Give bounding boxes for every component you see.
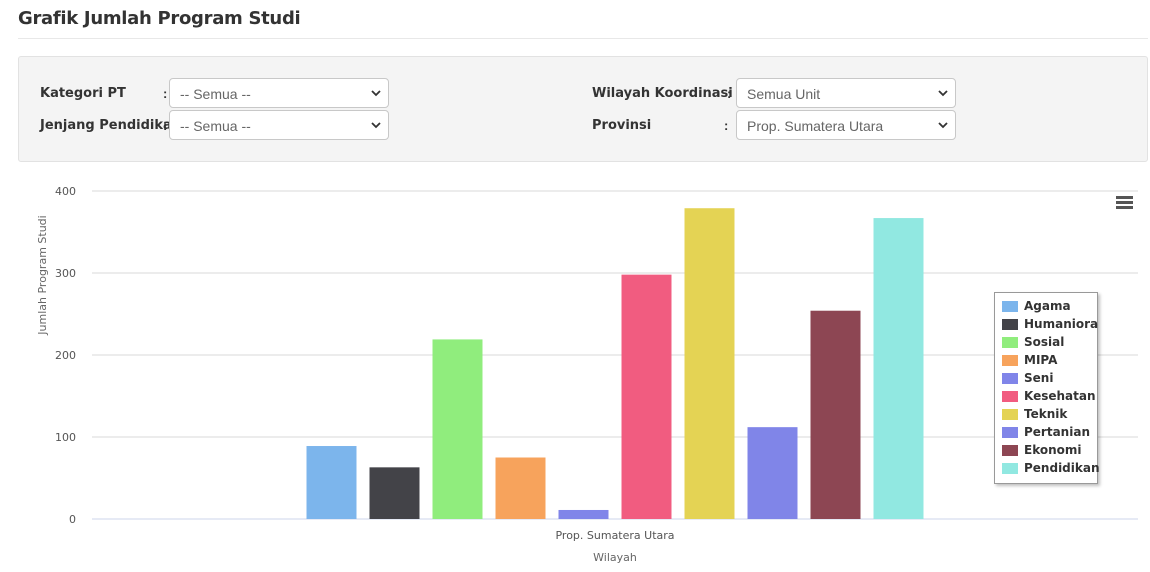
- legend-label: MIPA: [1024, 353, 1058, 367]
- bar-pendidikan[interactable]: [873, 218, 924, 519]
- provinsi-value: Prop. Sumatera Utara: [747, 118, 884, 134]
- chart-legend: Agama Humaniora Sosial MIPA Seni Kesehatan Tek…: [994, 292, 1100, 484]
- legend-item-teknik[interactable]: Teknik: [1002, 407, 1067, 421]
- legend-item-mipa[interactable]: MIPA: [1002, 353, 1057, 367]
- filter-panel: Kategori PT : -- Semua -- Jenjang Pendid…: [18, 56, 1148, 162]
- page-title: Grafik Jumlah Program Studi: [18, 8, 301, 29]
- legend-label: Seni: [1024, 371, 1054, 385]
- legend-item-kesehatan[interactable]: Kesehatan: [1002, 389, 1096, 403]
- legend-swatch: [1002, 318, 1018, 330]
- provinsi-label: Provinsi: [592, 118, 652, 133]
- legend-item-agama[interactable]: Agama: [1002, 299, 1071, 313]
- kategori-pt-select[interactable]: -- Semua --: [169, 78, 389, 108]
- legend-swatch: [1002, 390, 1018, 402]
- bar-teknik[interactable]: [684, 208, 735, 519]
- provinsi-colon: :: [724, 118, 729, 133]
- legend-label: Sosial: [1024, 335, 1065, 349]
- wilayah-koordinasi-select[interactable]: Semua Unit: [736, 78, 956, 108]
- legend-label: Pertanian: [1024, 425, 1090, 439]
- bar-kesehatan[interactable]: [621, 274, 672, 519]
- wilayah-koordinasi-value: Semua Unit: [747, 86, 821, 102]
- legend-item-sosial[interactable]: Sosial: [1002, 335, 1064, 349]
- kategori-pt-colon: :: [163, 86, 168, 101]
- legend-item-seni[interactable]: Seni: [1002, 371, 1053, 385]
- legend-item-ekonomi[interactable]: Ekonomi: [1002, 443, 1082, 457]
- legend-swatch: [1002, 426, 1018, 438]
- jenjang-colon: :: [163, 118, 168, 133]
- legend-swatch: [1002, 372, 1018, 384]
- bar-seni[interactable]: [558, 509, 609, 519]
- legend-label: Humaniora: [1024, 317, 1099, 331]
- legend-label: Agama: [1024, 299, 1071, 313]
- legend-swatch: [1002, 408, 1018, 420]
- y-tick-label: 100: [55, 431, 76, 444]
- legend-label: Ekonomi: [1024, 443, 1082, 457]
- y-tick-label: 0: [69, 513, 76, 526]
- wilayah-koordinasi-label: Wilayah Koordinasi: [592, 86, 733, 101]
- legend-swatch: [1002, 300, 1018, 312]
- chevron-down-icon: [938, 90, 948, 97]
- chart-menu-icon[interactable]: [1116, 196, 1136, 212]
- chevron-down-icon: [938, 122, 948, 129]
- legend-swatch: [1002, 444, 1018, 456]
- title-divider: [18, 38, 1148, 39]
- y-tick-label: 400: [55, 185, 76, 198]
- kategori-pt-value: -- Semua --: [180, 86, 251, 102]
- bar-chart: 0 100 200 300 400 Prop. Sumatera Utara Wilayah…: [0, 172, 1150, 572]
- y-tick-label: 200: [55, 349, 76, 362]
- legend-item-pendidikan[interactable]: Pendidikan: [1002, 461, 1100, 475]
- chevron-down-icon: [371, 122, 381, 129]
- jenjang-label: Jenjang Pendidikan: [40, 118, 182, 133]
- legend-label: Kesehatan: [1024, 389, 1096, 403]
- legend-swatch: [1002, 354, 1018, 366]
- legend-swatch: [1002, 462, 1018, 474]
- legend-swatch: [1002, 336, 1018, 348]
- y-axis-title: Jumlah Program Studi: [36, 215, 49, 335]
- bar-pertanian[interactable]: [747, 427, 798, 519]
- x-category-label: Prop. Sumatera Utara: [555, 529, 674, 542]
- bar-humaniora[interactable]: [369, 467, 420, 519]
- legend-item-humaniora[interactable]: Humaniora: [1002, 317, 1098, 331]
- kategori-pt-label: Kategori PT: [40, 86, 126, 101]
- jenjang-value: -- Semua --: [180, 118, 251, 134]
- wilayah-koordinasi-colon: :: [727, 86, 732, 101]
- bar-sosial[interactable]: [432, 339, 483, 519]
- chart-canvas: 0 100 200 300 400 Prop. Sumatera Utara Wilayah…: [36, 185, 1138, 564]
- legend-label: Teknik: [1024, 407, 1068, 421]
- bar-ekonomi[interactable]: [810, 310, 861, 519]
- bar-agama[interactable]: [306, 446, 357, 519]
- legend-item-pertanian[interactable]: Pertanian: [1002, 425, 1090, 439]
- y-tick-label: 300: [55, 267, 76, 280]
- bar-mipa[interactable]: [495, 457, 546, 520]
- provinsi-select[interactable]: Prop. Sumatera Utara: [736, 110, 956, 140]
- x-axis-title: Wilayah: [593, 551, 637, 564]
- chevron-down-icon: [371, 90, 381, 97]
- jenjang-select[interactable]: -- Semua --: [169, 110, 389, 140]
- legend-label: Pendidikan: [1024, 461, 1100, 475]
